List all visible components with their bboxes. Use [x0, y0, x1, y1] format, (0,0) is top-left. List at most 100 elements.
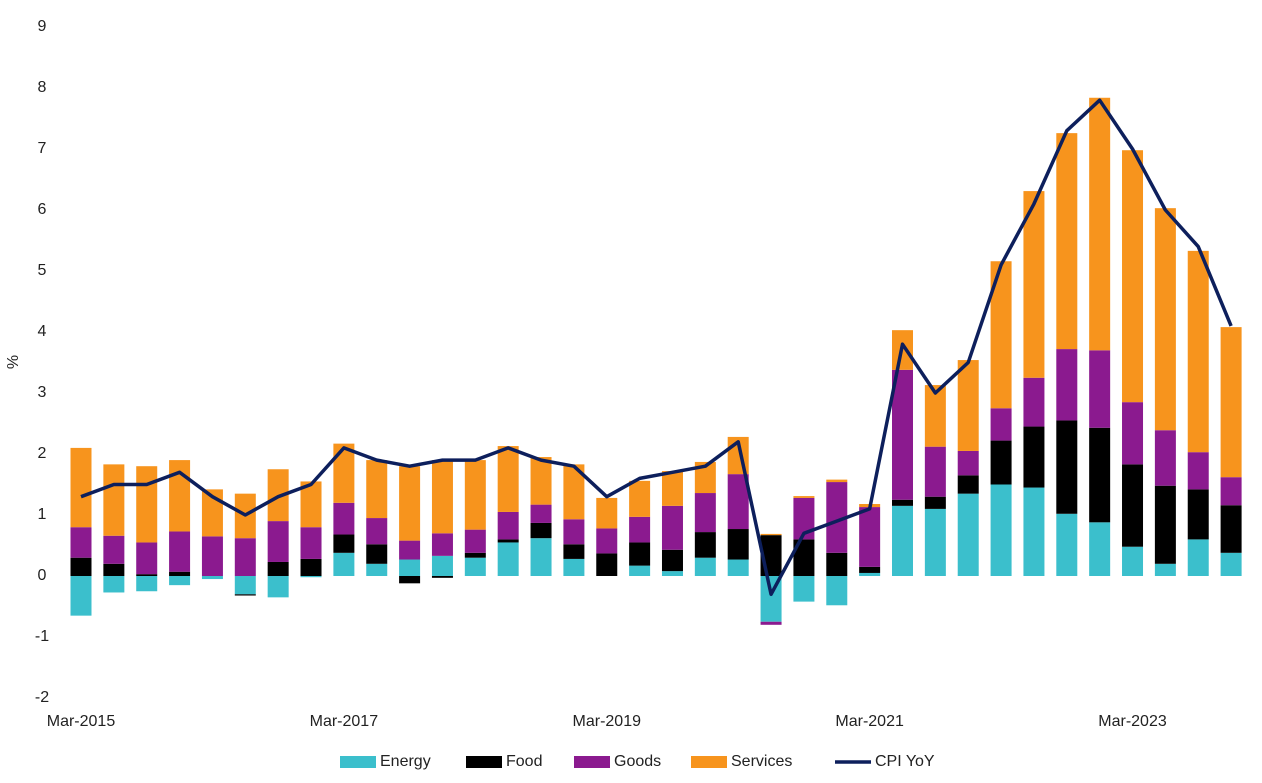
- bar: [103, 563, 125, 576]
- bar: [169, 571, 191, 576]
- y-tick-label: 0: [38, 567, 47, 584]
- bar: [136, 574, 158, 576]
- y-tick-label: 9: [38, 18, 47, 35]
- bar: [169, 576, 191, 586]
- bar: [924, 508, 946, 576]
- bar: [300, 576, 322, 578]
- bar: [333, 502, 355, 535]
- bar: [1089, 97, 1111, 351]
- bar: [826, 552, 848, 576]
- bar: [70, 557, 92, 576]
- y-tick-label: -2: [35, 689, 49, 706]
- bar: [399, 559, 421, 576]
- bar: [661, 571, 683, 576]
- bar: [1023, 426, 1045, 488]
- bar: [103, 464, 125, 536]
- bar: [1089, 522, 1111, 576]
- bar: [661, 549, 683, 572]
- bar: [530, 522, 552, 539]
- y-tick-label: 8: [38, 79, 47, 96]
- bar: [1154, 208, 1176, 431]
- bar: [234, 538, 256, 576]
- bar: [136, 466, 158, 543]
- bar: [136, 542, 158, 575]
- bar: [234, 576, 256, 595]
- bar: [826, 479, 848, 483]
- bar: [1220, 477, 1242, 506]
- bar: [1056, 133, 1078, 350]
- bar: [431, 460, 453, 534]
- bar: [793, 539, 815, 576]
- bar: [234, 594, 256, 596]
- bar: [1154, 485, 1176, 564]
- bar: [1056, 349, 1078, 421]
- bar: [793, 497, 815, 540]
- bar: [1220, 327, 1242, 478]
- bar: [760, 621, 782, 625]
- bar: [530, 504, 552, 523]
- bar: [727, 474, 749, 530]
- bar: [990, 408, 1012, 441]
- bar: [1187, 250, 1209, 453]
- bar: [169, 531, 191, 572]
- bar: [826, 576, 848, 606]
- bar: [859, 566, 881, 573]
- bar: [727, 559, 749, 576]
- bar: [990, 484, 1012, 576]
- bar: [1056, 513, 1078, 576]
- bar: [333, 534, 355, 553]
- bar: [1023, 191, 1045, 378]
- bar: [957, 450, 979, 476]
- bar: [431, 555, 453, 576]
- bar: [563, 558, 585, 576]
- bar: [957, 475, 979, 494]
- bar: [859, 507, 881, 567]
- bar: [103, 535, 125, 564]
- bar: [399, 576, 421, 584]
- legend-label: Food: [506, 753, 542, 770]
- x-tick-label: Mar-2017: [310, 713, 379, 730]
- bar: [596, 553, 618, 576]
- legend-swatch: [340, 756, 376, 768]
- y-tick-label: 6: [38, 201, 47, 218]
- line: [80, 98, 1233, 597]
- x-tick-label: Mar-2021: [835, 713, 904, 730]
- bar: [464, 460, 486, 530]
- bar: [1023, 487, 1045, 576]
- bar: [1023, 377, 1045, 427]
- y-tick-label: -1: [35, 628, 49, 645]
- bar: [924, 446, 946, 497]
- bar: [1220, 552, 1242, 576]
- bar: [530, 538, 552, 576]
- bar: [464, 552, 486, 558]
- bar: [760, 533, 782, 536]
- bar: [629, 516, 651, 543]
- bar: [990, 261, 1012, 409]
- bar: [497, 446, 519, 512]
- legend-swatch: [574, 756, 610, 768]
- bar: [497, 511, 519, 540]
- bar: [629, 542, 651, 566]
- y-tick-label: 2: [38, 445, 47, 462]
- bar: [826, 482, 848, 553]
- bar: [366, 544, 388, 564]
- bar: [892, 499, 913, 506]
- bar: [694, 493, 716, 533]
- bar: [267, 561, 289, 576]
- legend-label: CPI YoY: [875, 753, 935, 770]
- bar: [563, 544, 585, 559]
- bar: [103, 576, 125, 593]
- bar: [563, 464, 585, 520]
- bar: [70, 576, 92, 616]
- bar: [70, 447, 92, 528]
- bar: [1154, 430, 1176, 486]
- bar: [1187, 539, 1209, 576]
- bar: [267, 521, 289, 562]
- bar: [892, 369, 913, 500]
- bar: [694, 557, 716, 576]
- bar: [957, 360, 979, 451]
- bar: [990, 440, 1012, 485]
- bar: [366, 518, 388, 545]
- bar: [957, 493, 979, 576]
